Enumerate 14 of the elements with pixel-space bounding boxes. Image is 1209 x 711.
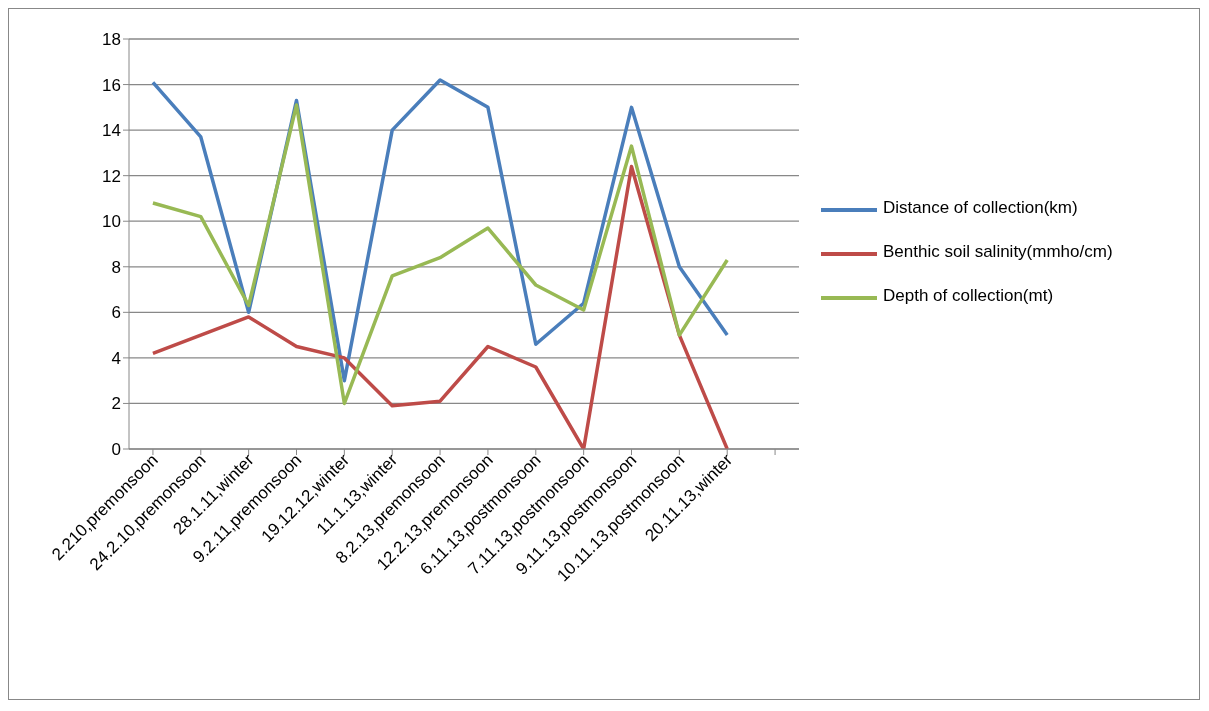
legend-label: Depth of collection(mt) [883,286,1054,306]
line-series [151,164,729,449]
y-tick-label: 8 [111,257,121,277]
y-tick-label: 4 [111,348,121,368]
y-tick-label: 16 [102,75,121,95]
y-tick-label: 0 [111,440,121,460]
y-tick-label: 12 [102,166,121,186]
y-tick-label: 10 [102,212,121,232]
legend-label: Distance of collection(km) [883,198,1078,218]
y-tick-label: 18 [102,30,121,50]
y-tick-label: 6 [111,303,121,323]
y-tick-label: 2 [111,394,121,414]
legend-label: Benthic soil salinity(mmho/cm) [883,242,1113,262]
y-tick-label: 14 [102,121,121,141]
